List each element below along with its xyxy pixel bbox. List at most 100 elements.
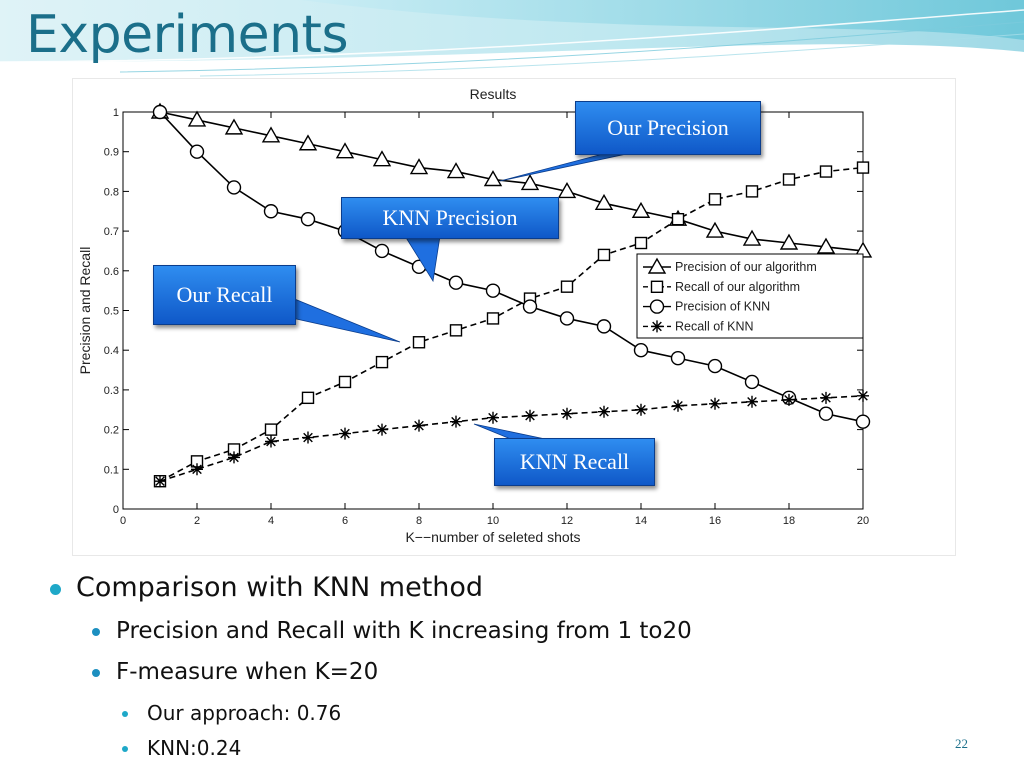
series-line-0 bbox=[159, 111, 864, 252]
data-point-series-3 bbox=[487, 411, 499, 424]
data-point-series-1 bbox=[338, 375, 352, 389]
data-point-series-0 bbox=[335, 142, 355, 159]
data-point-series-2 bbox=[300, 211, 316, 227]
data-point-series-3 bbox=[746, 395, 758, 408]
page-number: 22 bbox=[955, 736, 968, 751]
x-tick-label: 20 bbox=[857, 515, 869, 527]
x-tick-label: 16 bbox=[709, 515, 721, 527]
data-point-series-0 bbox=[187, 110, 207, 127]
data-point-series-3 bbox=[228, 451, 240, 464]
bullet-dot-icon bbox=[92, 669, 100, 677]
slide-title: Experiments bbox=[26, 5, 349, 65]
data-point-series-3 bbox=[598, 405, 610, 418]
x-tick-label: 10 bbox=[487, 515, 499, 527]
legend-label: Precision of our algorithm bbox=[675, 260, 817, 274]
legend-marker bbox=[651, 320, 663, 333]
data-point-series-0 bbox=[446, 162, 466, 179]
y-tick-label: 0 bbox=[113, 504, 119, 516]
data-point-series-3 bbox=[339, 427, 351, 440]
data-point-series-2 bbox=[670, 350, 686, 366]
y-tick-label: 0.5 bbox=[104, 306, 119, 318]
data-point-series-2 bbox=[522, 299, 538, 314]
data-point-series-0 bbox=[594, 193, 614, 211]
y-tick-label: 1 bbox=[113, 107, 119, 119]
data-point-series-3 bbox=[561, 407, 573, 420]
data-point-series-3 bbox=[635, 403, 647, 416]
data-point-series-0 bbox=[705, 221, 725, 238]
data-point-series-3 bbox=[857, 389, 869, 402]
data-point-series-2 bbox=[189, 144, 205, 159]
bullet-dot-icon bbox=[122, 746, 128, 752]
data-point-series-2 bbox=[152, 104, 168, 120]
bullet-dot-icon bbox=[50, 584, 61, 595]
x-tick-label: 14 bbox=[635, 515, 647, 527]
data-point-series-1 bbox=[819, 165, 833, 178]
legend-marker bbox=[647, 257, 667, 274]
data-point-series-3 bbox=[524, 409, 536, 422]
x-tick-label: 4 bbox=[268, 515, 274, 527]
data-point-series-1 bbox=[449, 324, 463, 337]
data-point-series-2 bbox=[263, 204, 279, 219]
data-point-series-2 bbox=[448, 275, 464, 290]
data-point-series-3 bbox=[154, 475, 166, 488]
data-point-series-3 bbox=[820, 391, 832, 404]
y-tick-label: 0.7 bbox=[104, 226, 119, 238]
y-tick-label: 0.2 bbox=[104, 425, 119, 437]
bullet-dot-icon bbox=[92, 628, 100, 636]
data-point-series-2 bbox=[485, 283, 501, 298]
x-tick-label: 6 bbox=[342, 515, 348, 527]
x-tick-label: 12 bbox=[561, 515, 573, 527]
data-point-series-1 bbox=[634, 236, 648, 250]
y-tick-label: 0.1 bbox=[104, 464, 119, 476]
chart-title: Results bbox=[470, 86, 517, 102]
data-point-series-3 bbox=[672, 399, 684, 412]
data-point-series-1 bbox=[671, 212, 685, 226]
series-line-3 bbox=[159, 395, 864, 482]
data-point-series-0 bbox=[372, 150, 392, 167]
data-point-series-0 bbox=[224, 118, 244, 135]
data-point-series-3 bbox=[450, 415, 462, 428]
callout-our-recall: Our Recall bbox=[153, 265, 296, 325]
data-point-series-2 bbox=[818, 406, 834, 421]
x-tick-label: 8 bbox=[416, 515, 422, 527]
data-point-series-2 bbox=[559, 311, 575, 326]
data-point-series-2 bbox=[707, 358, 723, 374]
data-point-series-0 bbox=[409, 158, 429, 175]
callout-knn-precision: KNN Precision bbox=[341, 197, 559, 239]
bullet-level1: Comparison with KNN method bbox=[76, 572, 484, 603]
data-point-series-0 bbox=[520, 174, 540, 191]
data-point-series-0 bbox=[483, 170, 503, 187]
bullet-level3: KNN:0.24 bbox=[147, 736, 242, 760]
data-point-series-0 bbox=[261, 126, 281, 143]
data-point-series-2 bbox=[744, 374, 760, 390]
y-tick-label: 0.9 bbox=[104, 147, 119, 159]
data-point-series-1 bbox=[708, 193, 722, 206]
data-point-series-1 bbox=[745, 185, 759, 198]
data-point-series-1 bbox=[560, 280, 574, 293]
legend-marker bbox=[650, 280, 664, 294]
bullet-dot-icon bbox=[122, 711, 128, 717]
data-point-series-1 bbox=[597, 248, 611, 262]
data-point-series-0 bbox=[779, 233, 799, 250]
data-point-series-1 bbox=[301, 391, 315, 405]
header-wave-decoration bbox=[0, 0, 1024, 77]
y-tick-label: 0.6 bbox=[104, 266, 119, 278]
data-point-series-1 bbox=[412, 336, 426, 349]
data-point-series-0 bbox=[631, 201, 651, 218]
y-axis-label: Precision and Recall bbox=[77, 247, 93, 375]
data-point-series-1 bbox=[264, 423, 278, 436]
data-point-series-0 bbox=[557, 181, 577, 199]
x-tick-label: 18 bbox=[783, 515, 795, 527]
data-point-series-3 bbox=[709, 397, 721, 410]
chart-legend bbox=[636, 253, 864, 339]
callout-pointer-our-recall bbox=[291, 297, 401, 343]
legend-label: Recall of KNN bbox=[675, 319, 754, 333]
data-point-series-0 bbox=[742, 229, 762, 246]
data-point-series-0 bbox=[816, 237, 836, 254]
data-point-series-1 bbox=[375, 355, 389, 369]
x-tick-label: 2 bbox=[194, 515, 200, 527]
legend-label: Precision of KNN bbox=[675, 300, 770, 314]
callout-knn-recall: KNN Recall bbox=[494, 438, 655, 486]
x-axis-label: K−−number of seleted shots bbox=[405, 529, 580, 545]
data-point-series-2 bbox=[633, 343, 649, 358]
